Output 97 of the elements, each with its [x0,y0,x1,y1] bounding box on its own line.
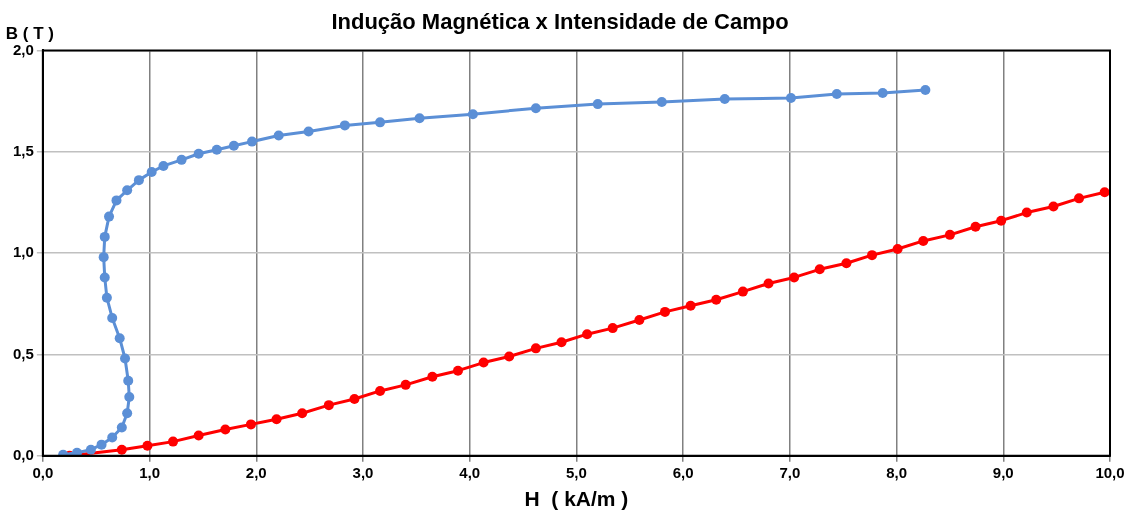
point [107,312,118,323]
x-tick-label: 8,0 [886,463,907,481]
point [814,264,825,275]
point [72,447,82,456]
point [867,250,878,261]
point [996,215,1007,226]
point [99,231,110,242]
point [193,430,204,441]
point [1099,187,1110,198]
point [101,292,112,303]
x-tick-label: 4,0 [459,463,481,481]
point [1021,207,1032,218]
point [556,337,567,348]
point [111,195,122,206]
point [452,365,463,376]
point [96,439,107,450]
point [831,88,842,99]
point [400,379,411,390]
x-tick-label: 2,0 [245,463,267,481]
point [737,286,748,297]
point [375,385,386,396]
point [211,144,222,155]
point [323,400,334,411]
point [634,314,645,325]
y-tick-label: 1,0 [12,243,34,261]
point [168,436,179,447]
point [349,394,360,405]
chart-title: Indução Magnética x Intensidade de Campo [331,9,789,35]
point [176,154,187,165]
point [123,375,134,386]
y-tick-label: 0,5 [12,344,34,362]
point [592,99,603,110]
x-axis-title: H ( kA/m ) [524,487,629,511]
point [158,160,169,171]
point [1074,193,1085,204]
point [841,258,852,269]
point [711,294,722,305]
y-axis-title: B ( T ) [5,23,54,43]
point [763,278,774,289]
point [478,357,489,368]
point [116,422,127,433]
x-tick-label: 6,0 [672,463,694,481]
point [124,392,135,403]
point [785,93,796,104]
point [273,130,284,141]
x-tick-label: 5,0 [566,463,587,481]
point [877,87,888,98]
point [920,84,931,95]
point [970,221,981,232]
point [116,444,127,455]
point [245,419,256,430]
point [271,414,282,425]
point [530,103,541,114]
point [339,120,350,131]
x-tick-label: 10,0 [1095,463,1125,481]
point [193,148,204,159]
point [122,185,133,196]
point [892,244,903,255]
point [99,272,110,283]
x-tick-label: 9,0 [992,463,1014,481]
point [142,440,153,451]
point [530,343,541,354]
point [120,353,131,364]
x-tick-label: 7,0 [779,463,801,481]
point [375,117,386,128]
point [104,211,115,222]
x-tick-label: 3,0 [352,463,374,481]
point [107,432,118,443]
point [685,300,696,311]
y-tick-label: 1,5 [12,141,34,159]
point [719,94,730,105]
point [789,272,800,283]
x-tick-label: 1,0 [139,463,160,481]
point [98,252,109,263]
point [114,333,125,344]
point [133,175,144,186]
point [247,136,258,147]
point [146,167,157,178]
x-tick-label: 0,0 [32,463,54,481]
point [220,424,231,435]
point [414,113,425,124]
y-tick-label: 0,0 [12,445,34,463]
point [607,323,618,334]
point [467,109,478,120]
point [656,97,667,108]
point [85,444,96,455]
point [660,306,670,317]
point [504,351,515,362]
point [582,329,593,340]
point [918,235,929,246]
point [427,371,438,382]
point [303,126,314,137]
point [122,408,133,419]
point [228,140,239,151]
point [297,408,308,419]
point [1048,201,1059,212]
point [944,229,955,240]
